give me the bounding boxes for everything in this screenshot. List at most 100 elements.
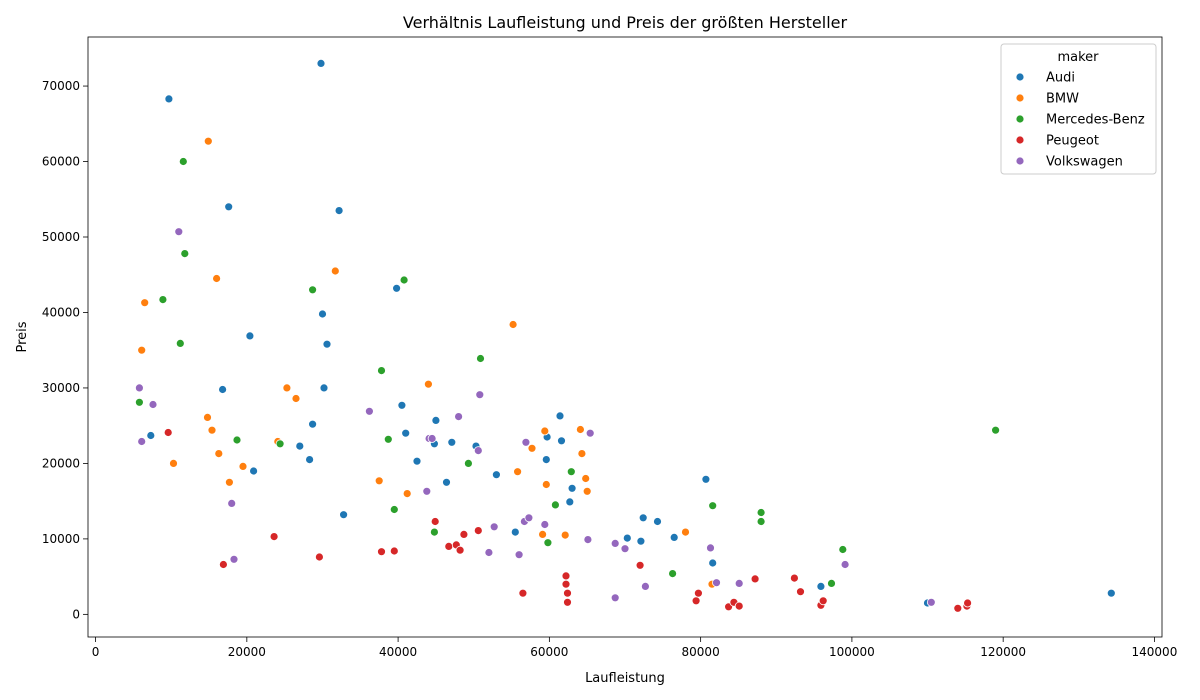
legend-label: Peugeot bbox=[1046, 134, 1099, 149]
data-point-bmw bbox=[330, 266, 340, 276]
data-point-audi bbox=[218, 385, 228, 394]
data-point-mercedes-benz bbox=[383, 434, 393, 444]
legend-label: Mercedes-Benz bbox=[1046, 113, 1145, 128]
data-point-mercedes-benz bbox=[463, 458, 473, 468]
data-point-peugeot bbox=[691, 596, 701, 606]
data-point-volkswagen bbox=[227, 498, 237, 508]
y-tick-label: 50000 bbox=[42, 230, 80, 244]
data-point-volkswagen bbox=[489, 522, 499, 532]
data-point-bmw bbox=[560, 530, 570, 540]
data-point-audi bbox=[295, 441, 305, 451]
data-point-mercedes-benz bbox=[158, 295, 168, 305]
data-point-audi bbox=[708, 558, 718, 568]
data-point-audi bbox=[431, 415, 441, 425]
data-point-mercedes-benz bbox=[566, 467, 576, 477]
data-point-bmw bbox=[541, 480, 551, 489]
legend-marker bbox=[1015, 114, 1025, 124]
data-point-volkswagen bbox=[134, 383, 144, 393]
x-tick-label: 140000 bbox=[1132, 645, 1178, 659]
data-point-audi bbox=[816, 582, 826, 591]
data-point-bmw bbox=[291, 394, 301, 403]
data-point-peugeot bbox=[818, 596, 828, 606]
data-point-peugeot bbox=[218, 560, 228, 569]
data-point-peugeot bbox=[314, 552, 324, 562]
legend-label: BMW bbox=[1046, 92, 1079, 107]
data-point-peugeot bbox=[459, 530, 469, 539]
data-point-volkswagen bbox=[521, 437, 531, 447]
legend-item-bmw: BMW bbox=[1015, 92, 1079, 107]
data-point-bmw bbox=[203, 136, 213, 146]
data-point-peugeot bbox=[734, 601, 744, 611]
data-point-peugeot bbox=[563, 597, 572, 607]
data-point-mercedes-benz bbox=[991, 425, 1000, 435]
x-axis: 0 20000 40000 60000 80000 100000 120000 140000 bbox=[92, 637, 1178, 659]
data-point-peugeot bbox=[963, 598, 972, 608]
data-point-audi bbox=[305, 455, 315, 465]
series-volkswagen bbox=[134, 227, 936, 607]
data-point-audi bbox=[1106, 588, 1116, 598]
legend-marker bbox=[1015, 93, 1025, 103]
data-point-volkswagen bbox=[706, 543, 715, 553]
data-point-peugeot bbox=[790, 573, 799, 583]
plot-frame bbox=[87, 36, 1163, 638]
data-point-bmw bbox=[513, 467, 522, 477]
legend-marker bbox=[1015, 72, 1025, 82]
data-point-peugeot bbox=[750, 574, 760, 584]
data-point-mercedes-benz bbox=[708, 501, 718, 511]
data-point-mercedes-benz bbox=[178, 157, 188, 166]
data-point-mercedes-benz bbox=[476, 354, 485, 363]
data-point-audi bbox=[249, 466, 259, 476]
data-point-volkswagen bbox=[514, 550, 524, 560]
data-point-bmw bbox=[508, 320, 518, 329]
data-point-audi bbox=[701, 474, 711, 484]
data-point-volkswagen bbox=[734, 579, 744, 588]
data-point-volkswagen bbox=[427, 434, 437, 443]
data-point-audi bbox=[245, 331, 255, 341]
data-point-bmw bbox=[540, 426, 550, 436]
data-point-audi bbox=[319, 383, 329, 393]
data-point-audi bbox=[510, 527, 520, 537]
data-point-peugeot bbox=[430, 517, 440, 526]
legend-item-mercedes-benz: Mercedes-Benz bbox=[1015, 113, 1145, 128]
data-point-peugeot bbox=[269, 532, 279, 541]
data-point-volkswagen bbox=[137, 437, 147, 446]
data-point-mercedes-benz bbox=[838, 545, 848, 554]
data-point-volkswagen bbox=[364, 406, 374, 416]
data-point-audi bbox=[567, 483, 577, 493]
data-point-audi bbox=[622, 533, 632, 543]
y-axis: 0 10000 20000 30000 40000 50000 60000 70000 bbox=[42, 79, 88, 621]
data-point-bmw bbox=[140, 298, 150, 308]
series-bmw bbox=[137, 136, 717, 589]
data-point-volkswagen bbox=[422, 486, 432, 496]
data-point-mercedes-benz bbox=[232, 435, 242, 445]
data-point-peugeot bbox=[455, 545, 465, 555]
series-peugeot bbox=[163, 428, 972, 613]
data-point-mercedes-benz bbox=[175, 338, 185, 348]
data-point-peugeot bbox=[163, 428, 173, 437]
data-point-audi bbox=[392, 283, 402, 293]
legend-item-volkswagen: Volkswagen bbox=[1015, 155, 1123, 170]
data-point-bmw bbox=[282, 383, 292, 393]
data-point-volkswagen bbox=[610, 593, 620, 603]
data-point-volkswagen bbox=[540, 520, 550, 529]
data-point-bmw bbox=[214, 449, 224, 459]
data-point-mercedes-benz bbox=[827, 579, 836, 588]
points-layer bbox=[134, 59, 1116, 613]
data-point-bmw bbox=[169, 458, 178, 468]
legend-label: Audi bbox=[1046, 71, 1075, 86]
legend: maker Audi BMW Mercedes-Benz Peugeot Volkswa… bbox=[1000, 43, 1157, 175]
legend-item-audi: Audi bbox=[1015, 71, 1075, 86]
data-point-audi bbox=[224, 202, 234, 212]
data-point-volkswagen bbox=[712, 578, 721, 588]
data-point-volkswagen bbox=[475, 390, 485, 400]
x-tick-label: 120000 bbox=[980, 645, 1026, 659]
data-point-audi bbox=[164, 94, 174, 104]
y-tick-label: 0 bbox=[72, 607, 80, 621]
x-tick-label: 20000 bbox=[228, 645, 266, 659]
data-point-bmw bbox=[238, 461, 248, 471]
data-point-audi bbox=[557, 436, 566, 446]
y-tick-label: 60000 bbox=[42, 155, 80, 169]
data-point-bmw bbox=[527, 443, 537, 453]
x-tick-label: 80000 bbox=[682, 645, 720, 659]
